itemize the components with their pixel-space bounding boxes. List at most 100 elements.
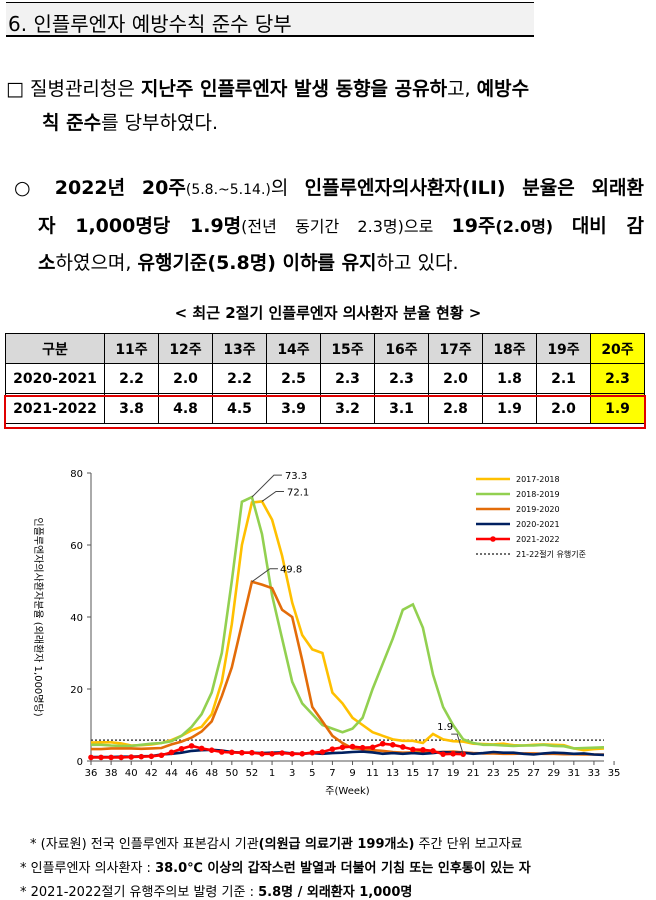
paragraph-line: 자 1,000명당 1.9명(전년 동기간 2.3명)으로 19주(2.0명) … [14,208,644,245]
data-point [289,751,295,757]
text-small: (5.8.~5.14.) [185,182,271,198]
paragraph-ili-rate: ○ 2022년 20주(5.8.~5.14.)의 인플루엔자의사환자(ILI) 분… [14,170,644,281]
table-cell: 3.8 [104,393,159,424]
x-tick-label: 13 [386,768,399,779]
table-header-cell-current: 20주 [590,333,645,364]
data-point [128,754,135,760]
x-axis-label: 주(Week) [325,786,369,797]
annotation-leader [251,474,282,498]
x-tick-label: 29 [547,768,560,779]
text: 하고 있다. [376,252,459,274]
data-point [420,747,426,753]
series-line-2020-2021 [91,748,605,759]
data-point [309,749,316,756]
table-cell: 2.0 [536,393,591,424]
table-cell: 2.0 [428,363,483,394]
text: (전년 동기간 2.3명)으로 [241,217,452,236]
paragraph-line: 소하였으며, 유행기준(5.8명) 이하를 유지하고 있다. [14,245,644,281]
legend-label: 2019-2020 [516,505,560,514]
data-point [98,754,104,761]
data-point [389,742,396,748]
text-bold: 19주 [451,215,496,237]
annotation-leader [251,568,278,583]
legend-label: 2018-2019 [516,490,560,499]
text-bold: (2.0명) [495,217,572,236]
legend-label: 2020-2021 [516,520,560,529]
text-bold: (의원급 의료기관 199개소) [258,837,415,852]
text-bold: 자 1,000명당 1.9명 [38,215,242,237]
x-tick-label: 33 [588,768,601,779]
x-tick-label: 36 [85,768,98,779]
table-cell: 2.0 [158,363,213,394]
y-tick-label: 40 [70,613,83,624]
annotation-label: 1.9 [437,722,453,733]
table-cell: 2021-2022 [5,393,105,424]
x-tick-label: 35 [608,768,620,779]
table-cell-current: 2.3 [590,363,645,394]
table-header-cell: 15주 [320,333,375,364]
table-caption: < 최근 2절기 인플루엔자 의사환자 분율 현황 > [174,304,482,322]
legend-label: 2017-2018 [516,475,560,484]
table-cell: 1.9 [482,393,537,424]
legend-label: 2021-2022 [516,535,560,544]
data-point [218,749,225,755]
x-tick-label: 19 [447,768,460,779]
table-row-highlighted: 2021-2022 3.8 4.8 4.5 3.9 3.2 3.1 2.8 1.… [5,393,645,424]
data-point [168,749,175,756]
table-cell: 2.8 [428,393,483,424]
data-point [450,751,456,757]
series-line-2018-2019 [91,495,605,750]
table-header-cell: 13주 [212,333,267,364]
x-tick-label: 15 [407,768,420,779]
data-point [188,743,195,749]
text: 하였으며, [55,252,138,274]
text: * 인플루엔자 의사환자 : [20,861,156,876]
data-point [359,744,366,751]
data-point [269,751,275,757]
table-cell: 2.2 [212,363,267,394]
y-tick-label: 20 [70,685,83,696]
data-point [329,746,336,752]
data-point [259,751,265,757]
data-point [108,754,114,761]
table-cell: 2.3 [320,363,375,394]
table-cell: 2020-2021 [5,363,105,394]
table-header-cell: 14주 [266,333,321,364]
data-point [430,748,436,754]
footnote: * 2021-2022절기 유행주의보 발령 기준 : 5.8명 / 외래환자 … [20,881,412,900]
data-point [158,752,165,759]
x-tick-label: 48 [205,768,218,779]
x-tick-label: 38 [105,768,118,779]
text: 의 [270,177,305,199]
x-tick-label: 5 [309,768,315,779]
y-tick-label: 0 [77,757,83,768]
text-bold: 예방수 [476,78,530,100]
x-tick-label: 9 [349,768,355,779]
table-header-cell: 17주 [428,333,483,364]
section-title: 6. 인플루엔자 예방수칙 준수 당부 [8,12,292,36]
table-header-cell: 11주 [104,333,159,364]
data-point [410,746,416,753]
x-tick-label: 50 [225,768,238,779]
table-header-row: 구분 11주 12주 13주 14주 15주 16주 17주 18주 19주 2… [5,333,645,364]
footnote: * 인플루엔자 의사환자 : 38.0℃ 이상의 갑작스런 발열과 더불어 기침… [20,857,531,876]
data-point [440,751,446,757]
text: * 2021-2022절기 유행주의보 발령 기준 : [20,885,259,900]
data-point [88,754,94,761]
text-bold: 지난주 인플루엔자 발생 동향을 공유하 [140,78,448,100]
annotation-label: 73.3 [285,471,307,482]
table-cell: 3.1 [374,393,429,424]
x-tick-label: 1 [269,768,275,779]
table-header-cell: 19주 [536,333,591,364]
footnote: * (자료원) 전국 인플루엔자 표본감시 기관(의원급 의료기관 199개소)… [30,833,522,852]
x-tick-label: 25 [507,768,520,779]
annotation-leader [261,490,284,502]
x-tick-label: 7 [329,768,335,779]
circle-bullet-icon: ○ [14,177,41,199]
paragraph-line: 칙 준수를 당부하였다. [6,106,651,140]
ili-rate-table: 구분 11주 12주 13주 14주 15주 16주 17주 18주 19주 2… [5,333,645,424]
x-tick-label: 17 [427,768,440,779]
legend-marker [490,536,496,542]
text-bold: 5.8명 / 외래환자 1,000명 [258,885,413,900]
